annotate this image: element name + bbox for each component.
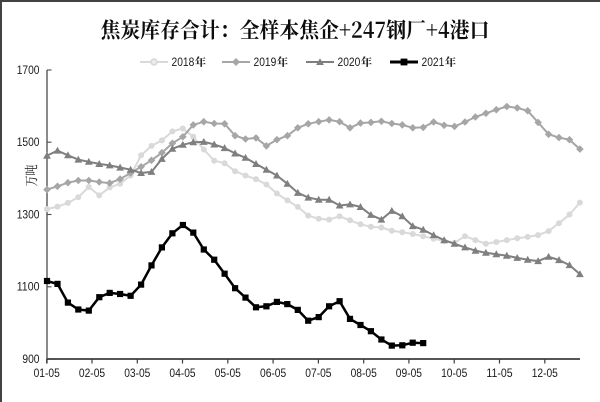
svg-text:06-05: 06-05 [260,368,286,380]
svg-text:11-05: 11-05 [486,368,512,380]
svg-text:2019: 2019 [254,57,277,69]
svg-text:1100: 1100 [17,282,40,294]
svg-text:2021: 2021 [422,57,445,69]
svg-text:900: 900 [22,354,39,366]
svg-text:03-05: 03-05 [124,368,150,380]
svg-text:07-05: 07-05 [305,368,331,380]
svg-text:12-05: 12-05 [532,368,558,380]
svg-text:2018: 2018 [172,57,195,69]
svg-text:1700: 1700 [17,65,40,77]
svg-text:08-05: 08-05 [351,368,377,380]
svg-text:1300: 1300 [17,209,40,221]
svg-text:01-05: 01-05 [34,368,60,380]
svg-text:04-05: 04-05 [169,368,195,380]
svg-text:2020: 2020 [338,57,361,69]
svg-text:10-05: 10-05 [441,368,467,380]
svg-text:02-05: 02-05 [79,368,105,380]
svg-text:1500: 1500 [17,137,40,149]
svg-text:09-05: 09-05 [396,368,422,380]
svg-text:05-05: 05-05 [215,368,241,380]
